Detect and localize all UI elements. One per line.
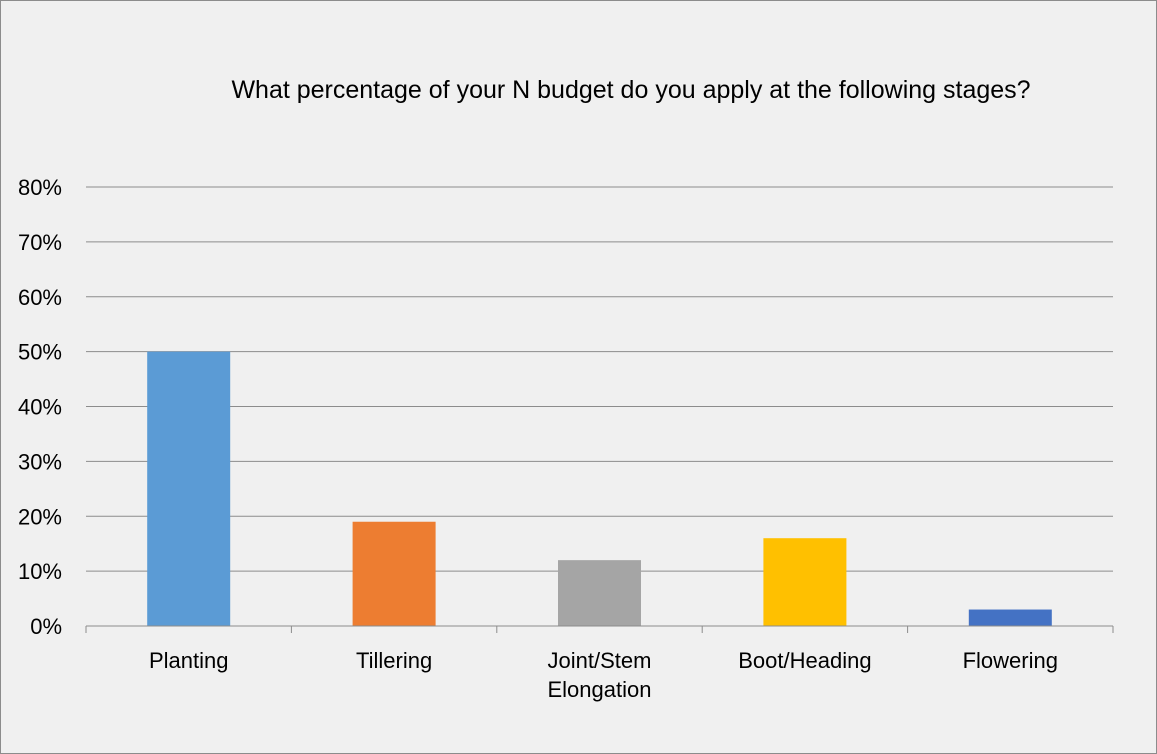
x-category-label: Boot/Heading xyxy=(738,648,871,673)
y-tick-label: 30% xyxy=(18,449,62,474)
y-tick-label: 50% xyxy=(18,340,62,365)
bars xyxy=(147,351,1052,626)
x-category-label: Flowering xyxy=(963,648,1058,673)
x-category-label: Joint/Stem xyxy=(548,648,652,673)
bar-boot-heading xyxy=(763,538,847,626)
x-axis-category-labels: Planting Tillering Joint/Stem Elongation Boo… xyxy=(149,648,1058,702)
y-tick-label: 60% xyxy=(18,285,62,310)
chart-title: What percentage of your N budget do you … xyxy=(231,76,1031,104)
gridlines xyxy=(86,186,1113,572)
bar-planting xyxy=(147,351,231,626)
y-tick-label: 70% xyxy=(18,230,62,255)
x-category-label: Planting xyxy=(149,648,229,673)
x-category-label: Elongation xyxy=(548,677,652,702)
y-axis-tick-labels: 0% 10% 20% 30% 40% 50% 60% 70% 80% xyxy=(18,175,62,639)
x-category-label: Tillering xyxy=(356,648,432,673)
y-tick-label: 80% xyxy=(18,175,62,200)
bar-flowering xyxy=(968,609,1052,626)
y-tick-label: 10% xyxy=(18,559,62,584)
y-tick-label: 20% xyxy=(18,504,62,529)
x-axis xyxy=(85,625,1114,633)
y-tick-label: 0% xyxy=(30,614,62,639)
bar-tillering xyxy=(352,521,436,626)
y-tick-label: 40% xyxy=(18,395,62,420)
bar-joint-stem-elongation xyxy=(558,560,641,626)
